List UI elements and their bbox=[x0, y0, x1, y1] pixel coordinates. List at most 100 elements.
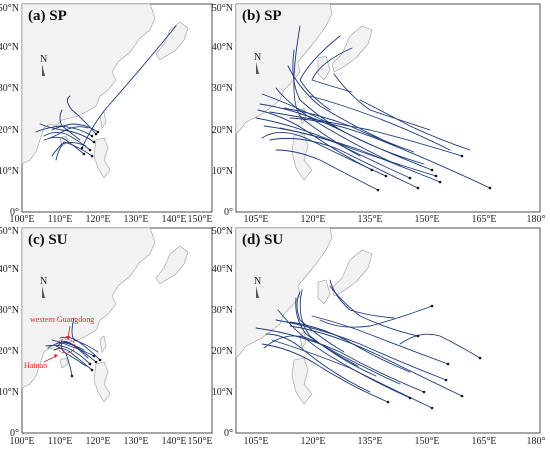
x-tick-label: 180° bbox=[527, 436, 546, 447]
typhoon-track bbox=[329, 279, 395, 319]
typhoon-track bbox=[269, 111, 463, 157]
track-start-point bbox=[430, 406, 434, 410]
track-start-point bbox=[88, 362, 92, 366]
y-tick-label: 0° bbox=[224, 428, 233, 439]
north-arrow-label: N bbox=[40, 276, 47, 287]
panel-c: N western Guangdong Hainan bbox=[0, 226, 213, 447]
y-tick-label: 0° bbox=[224, 207, 233, 218]
panel-c-title: (c) SU bbox=[28, 232, 68, 248]
arrowhead-icon bbox=[66, 336, 70, 340]
annotation-western-guangdong: western Guangdong bbox=[30, 315, 94, 324]
track-start-point bbox=[90, 134, 94, 138]
typhoon-track bbox=[59, 109, 81, 141]
typhoon-track bbox=[275, 149, 379, 191]
typhoon-track bbox=[59, 336, 101, 361]
track-start-point bbox=[96, 130, 100, 134]
x-tick-label: 150°E bbox=[414, 214, 439, 225]
north-arrow-icon bbox=[42, 286, 45, 298]
typhoon-track bbox=[53, 347, 93, 371]
track-start-point bbox=[376, 188, 380, 192]
x-tick-label: 140°E bbox=[161, 436, 186, 447]
land-japan bbox=[331, 249, 373, 297]
arrowhead-icon bbox=[54, 354, 58, 358]
x-tick-label: 105°E bbox=[243, 436, 268, 447]
y-tick-label: 50°N bbox=[0, 3, 19, 14]
track-start-point bbox=[444, 378, 448, 382]
y-tick-label: 50°N bbox=[212, 226, 233, 237]
track-start-point bbox=[434, 174, 438, 178]
typhoon-track bbox=[49, 136, 85, 155]
typhoon-track bbox=[333, 73, 431, 131]
north-arrow: N bbox=[40, 54, 47, 76]
track-start-point bbox=[90, 368, 94, 372]
panel-a-title: (a) SP bbox=[28, 8, 67, 24]
track-start-point bbox=[386, 400, 390, 404]
track-group-b bbox=[255, 25, 492, 192]
typhoon-track bbox=[287, 65, 397, 147]
panel-d-title: (d) SU bbox=[242, 232, 283, 248]
typhoon-track bbox=[35, 125, 93, 137]
land-taiwan bbox=[299, 331, 307, 349]
land-philippines bbox=[93, 137, 111, 179]
track-start-point bbox=[478, 356, 482, 360]
panel-a-x-ticks: 100°E 110°E 120°E 130°E 140°E 150°E bbox=[9, 214, 212, 225]
panel-b-title: (b) SP bbox=[242, 8, 282, 24]
x-tick-label: 120°E bbox=[300, 436, 325, 447]
typhoon-track bbox=[299, 35, 341, 111]
x-tick-label: 150°E bbox=[414, 436, 439, 447]
x-tick-label: 130°E bbox=[123, 214, 148, 225]
typhoon-track bbox=[257, 109, 373, 171]
y-tick-label: 40°N bbox=[212, 42, 233, 53]
land-korea bbox=[317, 279, 331, 305]
typhoon-track bbox=[299, 289, 377, 377]
x-tick-label: 120°E bbox=[300, 214, 325, 225]
panel-c-y-ticks: 0° 10°N 20°N 30°N 40°N 50°N bbox=[0, 226, 19, 439]
x-tick-label: 150°E bbox=[187, 214, 212, 225]
land-taiwan bbox=[99, 335, 107, 353]
typhoon-track bbox=[295, 297, 359, 367]
land-mass bbox=[21, 3, 156, 165]
track-start-point bbox=[446, 362, 450, 366]
track-start-point bbox=[416, 334, 420, 338]
x-tick-label: 135°E bbox=[357, 214, 382, 225]
y-tick-label: 10°N bbox=[0, 387, 19, 398]
land-mass bbox=[235, 3, 333, 135]
north-arrow-label: N bbox=[254, 276, 261, 287]
typhoon-track bbox=[55, 141, 93, 161]
north-arrow: N bbox=[40, 276, 47, 298]
land-hainan bbox=[59, 357, 69, 369]
x-tick-label: 105°E bbox=[243, 214, 268, 225]
track-start-point bbox=[384, 174, 388, 178]
y-tick-label: 30°N bbox=[0, 83, 19, 94]
typhoon-track bbox=[261, 343, 389, 403]
track-start-point bbox=[80, 146, 84, 150]
y-tick-label: 50°N bbox=[0, 226, 19, 237]
track-start-point bbox=[460, 394, 464, 398]
y-tick-label: 40°N bbox=[212, 264, 233, 275]
typhoon-track bbox=[43, 126, 89, 141]
typhoon-track bbox=[309, 95, 451, 151]
panel-b-x-ticks: 105°E 120°E 135°E 150°E 165°E 180° bbox=[243, 214, 545, 225]
typhoon-track bbox=[261, 93, 425, 165]
land-japan bbox=[155, 245, 189, 285]
typhoon-track bbox=[51, 141, 87, 157]
annotation-hainan: Hainan bbox=[24, 361, 47, 370]
land-philippines bbox=[291, 357, 313, 405]
typhoon-track bbox=[39, 123, 95, 143]
typhoon-track bbox=[263, 125, 437, 177]
north-arrow-icon bbox=[256, 62, 259, 74]
y-tick-label: 20°N bbox=[0, 125, 19, 136]
north-arrow-label: N bbox=[254, 52, 261, 63]
typhoon-track bbox=[55, 345, 73, 377]
typhoon-track bbox=[359, 99, 471, 151]
y-tick-label: 30°N bbox=[212, 83, 233, 94]
north-arrow: N bbox=[254, 52, 261, 74]
x-tick-label: 120°E bbox=[85, 214, 110, 225]
typhoon-track bbox=[319, 305, 433, 328]
land-japan bbox=[155, 21, 189, 61]
track-start-point bbox=[488, 186, 492, 190]
typhoon-track bbox=[51, 339, 95, 357]
arrow-icon bbox=[43, 355, 57, 363]
panel-b-y-ticks: 0° 10°N 20°N 30°N 40°N 50°N bbox=[212, 3, 233, 218]
